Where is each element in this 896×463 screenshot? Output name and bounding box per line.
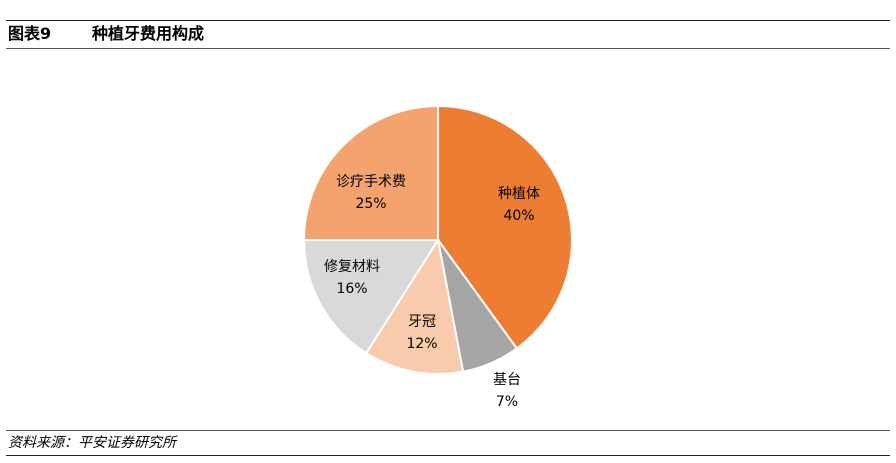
slice-value-label: 12% bbox=[406, 336, 437, 352]
pie-slice-诊疗手术费 bbox=[302, 104, 439, 241]
pie-slice-牙冠 bbox=[364, 237, 465, 375]
slice-value-label: 16% bbox=[336, 281, 367, 297]
top-rule bbox=[6, 20, 890, 21]
source-top-rule bbox=[6, 430, 890, 431]
slice-name-label: 牙冠 bbox=[408, 314, 436, 330]
source-note: 资料来源：平安证券研究所 bbox=[8, 435, 176, 451]
figure-title: 种植牙费用构成 bbox=[92, 24, 205, 43]
slice-value-label: 40% bbox=[503, 208, 534, 224]
slice-name-label: 种植体 bbox=[498, 186, 540, 202]
slice-name-label: 基台 bbox=[493, 371, 521, 388]
figure-label: 图表9 bbox=[8, 24, 52, 43]
slice-value-label: 7% bbox=[496, 394, 518, 410]
pie-slice-种植体 bbox=[437, 104, 573, 350]
slice-value-label: 25% bbox=[355, 196, 386, 212]
slice-name-label: 修复材料 bbox=[324, 258, 380, 275]
slice-name-label: 诊疗手术费 bbox=[336, 174, 406, 190]
pie-slice-修复材料 bbox=[302, 239, 440, 355]
source-bottom-rule bbox=[6, 455, 890, 456]
title-rule bbox=[6, 48, 890, 49]
